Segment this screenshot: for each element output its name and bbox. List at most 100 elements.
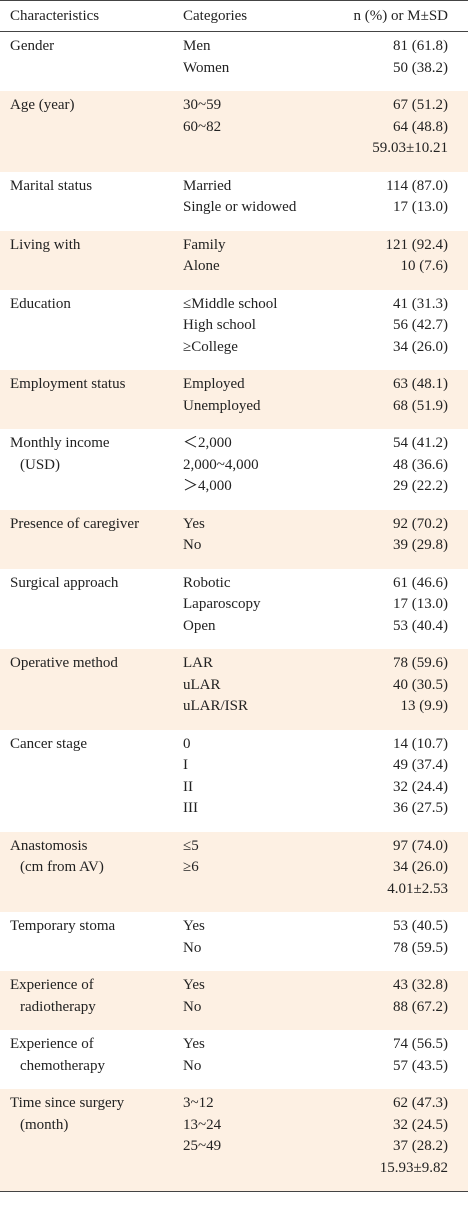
category: 60~82 (183, 118, 222, 135)
value: 50 (38.2) (393, 59, 448, 76)
characteristic: Temporary stoma (10, 918, 116, 934)
value: 78 (59.6) (393, 655, 448, 671)
category: I (183, 757, 188, 773)
category: Employed (183, 376, 245, 392)
value: 49 (37.4) (393, 757, 448, 773)
characteristic-cell: Experience of radiotherapy (0, 975, 183, 1018)
category: Yes (183, 515, 205, 532)
value: 53 (40.4) (393, 617, 448, 634)
value-cell: 92 (70.2) 39 (29.8) (333, 514, 448, 557)
characteristic-cell: Time since surgery (month) (0, 1093, 183, 1179)
value-cell: 78 (59.6) 40 (30.5) 13 (9.9) (333, 653, 448, 718)
category: II (183, 778, 193, 795)
category: Robotic (183, 574, 231, 591)
category: 2,000~4,000 (183, 456, 259, 473)
value-cell: 67 (51.2) 64 (48.8) 59.03±10.21 (333, 95, 448, 160)
category: LAR (183, 655, 213, 671)
value: 67 (51.2) (393, 97, 448, 113)
group-row: Monthly income (USD) ＜2,000 2,000~4,000 ＞4,0… (0, 429, 468, 510)
characteristic-cell: Experience of chemotherapy (0, 1034, 183, 1077)
category-cell: Robotic Laparoscopy Open (183, 573, 333, 638)
characteristic: Cancer stage (10, 735, 88, 752)
category-cell: ＜2,000 2,000~4,000 ＞4,000 (183, 433, 333, 498)
category-cell: ≤5 ≥6 (183, 836, 333, 901)
characteristic-cell: Temporary stoma (0, 916, 183, 959)
value: 92 (70.2) (393, 515, 448, 532)
value: 17 (13.0) (393, 199, 448, 215)
category: Men (183, 38, 211, 54)
group-row: Time since surgery (month) 3~12 13~24 25~49 6… (0, 1089, 468, 1191)
characteristic: Gender (10, 38, 55, 54)
header-row: Characteristics Categories n (%) or M±SD (0, 0, 468, 32)
value: 97 (74.0) (393, 837, 448, 854)
characteristic: Presence of caregiver (10, 515, 140, 532)
value: 63 (48.1) (393, 376, 448, 392)
value-cell: 62 (47.3) 32 (24.5) 37 (28.2) 15.93±9.82 (333, 1093, 448, 1179)
value-cell: 114 (87.0) 17 (13.0) (333, 176, 448, 219)
category-cell: 3~12 13~24 25~49 (183, 1093, 333, 1179)
category: ＜2,000 (183, 435, 232, 451)
value: 81 (61.8) (393, 38, 448, 54)
value-cell: 74 (56.5) 57 (43.5) (333, 1034, 448, 1077)
group-row: Cancer stage 0 I II III 14 (10.7) 49 (37.4) 32 … (0, 730, 468, 832)
characteristic: Surgical approach (10, 574, 119, 591)
category: Yes (183, 977, 205, 993)
category: ＞4,000 (183, 478, 232, 494)
group-row: Anastomosis (cm from AV) ≤5 ≥6 97 (74.0) 34 (… (0, 831, 468, 912)
summary-value: 59.03±10.21 (372, 140, 448, 156)
value: 41 (31.3) (393, 295, 448, 312)
value-cell: 97 (74.0) 34 (26.0) 4.01±2.53 (333, 836, 448, 901)
category: uLAR/ISR (183, 698, 249, 714)
characteristic-cell: Cancer stage (0, 734, 183, 820)
characteristic-cell: Presence of caregiver (0, 514, 183, 557)
characteristic-cell: Employment status (0, 374, 183, 417)
category-cell: LAR uLAR uLAR/ISR (183, 653, 333, 718)
value: 39 (29.8) (393, 537, 448, 553)
category-cell: Men Women (183, 36, 333, 79)
value: 57 (43.5) (393, 1057, 448, 1074)
category: No (183, 998, 202, 1015)
characteristic: radiotherapy (20, 998, 96, 1015)
category: uLAR (183, 676, 221, 693)
value: 29 (22.2) (393, 478, 448, 494)
group-row: Experience of chemotherapy Yes No 74 (56.5) 5… (0, 1030, 468, 1089)
category: Alone (183, 258, 220, 274)
value: 68 (51.9) (393, 397, 448, 414)
table-body: Gender Men Women 81 (61.8) 50 (38.2) Age (yea… (0, 32, 468, 1191)
value: 78 (59.5) (393, 939, 448, 956)
characteristic: (cm from AV) (20, 859, 104, 875)
header-cell: Categories (183, 7, 248, 24)
characteristic: chemotherapy (20, 1057, 105, 1074)
category: Married (183, 177, 232, 194)
value: 53 (40.5) (393, 918, 448, 934)
value: 34 (26.0) (393, 338, 448, 355)
group-row: Education ≤Middle school High school ≥Colle… (0, 290, 468, 371)
group-row: Presence of caregiver Yes No 92 (70.2) 39 (2… (0, 509, 468, 569)
value: 121 (92.4) (385, 236, 449, 253)
summary-value: 15.93±9.82 (379, 1159, 448, 1176)
characteristic: (USD) (20, 456, 60, 473)
category: ≥6 (183, 859, 199, 875)
value-cell: 43 (32.8) 88 (67.2) (333, 975, 448, 1018)
value: 114 (87.0) (386, 177, 448, 194)
characteristic: Experience of (10, 977, 94, 993)
value-cell: 41 (31.3) 56 (42.7) 34 (26.0) (333, 294, 448, 359)
category-cell: Married Single or widowed (183, 176, 333, 219)
characteristic-cell: Marital status (0, 176, 183, 219)
characteristic: (month) (20, 1116, 69, 1133)
category-cell: Family Alone (183, 235, 333, 278)
characteristic-cell: Anastomosis (cm from AV) (0, 836, 183, 901)
group-row: Marital status Married Single or widowed 11… (0, 172, 468, 231)
value-cell: 63 (48.1) 68 (51.9) (333, 374, 448, 417)
value: 37 (28.2) (393, 1138, 448, 1154)
characteristic-cell: Monthly income (USD) (0, 433, 183, 498)
category-cell: Yes No (183, 975, 333, 1018)
category: No (183, 939, 202, 956)
value-cell: 14 (10.7) 49 (37.4) 32 (24.4) 36 (27.5) (333, 734, 448, 820)
characteristic-cell: Operative method (0, 653, 183, 718)
value: 36 (27.5) (393, 800, 448, 816)
value: 88 (67.2) (393, 998, 448, 1015)
category: Laparoscopy (183, 596, 261, 612)
value: 13 (9.9) (400, 698, 449, 714)
category-cell: Yes No (183, 514, 333, 557)
